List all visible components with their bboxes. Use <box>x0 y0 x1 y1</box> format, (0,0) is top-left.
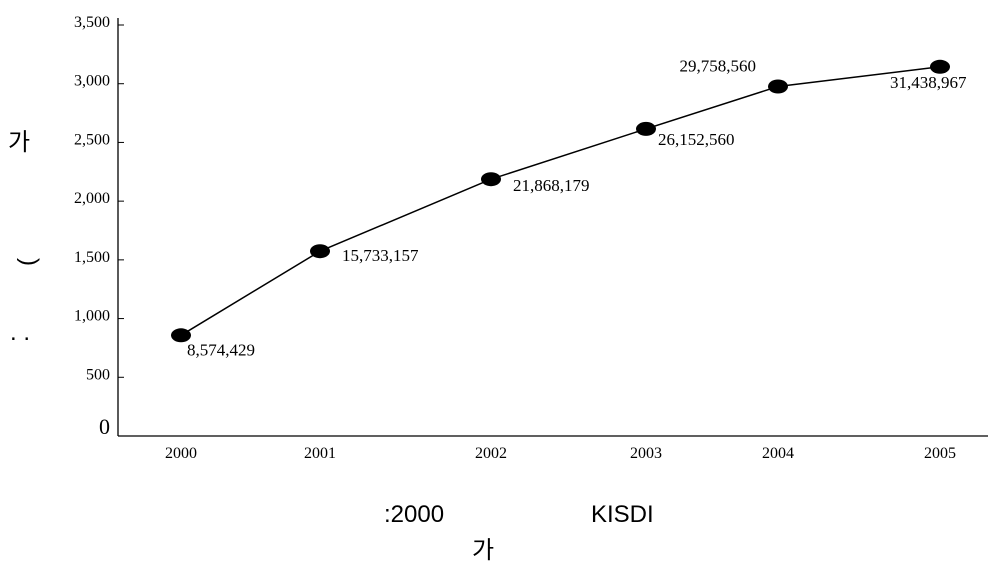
data-labels: 8,574,429 15,733,157 21,868,179 26,152,560 2… <box>187 57 967 360</box>
source-note-line2: 가 <box>472 537 494 564</box>
data-label: 21,868,179 <box>513 176 590 195</box>
data-label: 31,438,967 <box>890 73 967 92</box>
y-axis-label-fragment-1: 가 <box>8 129 30 156</box>
y-tick-label: 3,500 <box>74 14 110 31</box>
x-tick-label: 2005 <box>924 445 956 462</box>
data-point <box>768 79 788 94</box>
data-point <box>636 121 656 136</box>
y-tick-label: 2,000 <box>74 190 110 207</box>
data-label: 15,733,157 <box>342 246 419 265</box>
source-note: :2000 KISDI 가 <box>384 501 654 564</box>
data-label: 29,758,560 <box>680 57 757 76</box>
y-tick-label: 0 <box>99 414 110 439</box>
data-point <box>310 244 330 259</box>
y-axis-label-fragment-2: ) <box>16 258 43 266</box>
y-ticks: 0 500 1,000 1,500 2,000 2,500 3,000 3,500 <box>74 14 124 439</box>
y-tick-label: 500 <box>86 366 110 383</box>
x-tick-label: 2003 <box>630 445 662 462</box>
x-tick-label: 2004 <box>762 445 794 462</box>
y-tick-label: 3,000 <box>74 73 110 90</box>
series-line <box>180 66 941 336</box>
chart-axes <box>117 18 988 437</box>
x-tick-label: 2000 <box>165 445 197 462</box>
data-point <box>171 328 191 343</box>
x-ticks: 2000 2001 2002 2003 2004 2005 <box>165 445 956 462</box>
y-tick-label: 2,500 <box>74 131 110 148</box>
data-label: 26,152,560 <box>658 130 735 149</box>
source-note-org: KISDI <box>591 501 654 528</box>
y-tick-label: 1,500 <box>74 249 110 266</box>
x-tick-label: 2001 <box>304 445 336 462</box>
data-label: 8,574,429 <box>187 340 255 359</box>
source-note-year: :2000 <box>384 501 444 528</box>
data-point <box>481 172 501 187</box>
data-markers <box>171 59 950 343</box>
data-point <box>930 59 950 74</box>
y-tick-label: 1,000 <box>74 308 110 325</box>
x-tick-label: 2002 <box>475 445 507 462</box>
y-axis-label: 가 ) . . <box>8 129 43 346</box>
y-axis-label-fragment-3: . . <box>10 319 30 346</box>
